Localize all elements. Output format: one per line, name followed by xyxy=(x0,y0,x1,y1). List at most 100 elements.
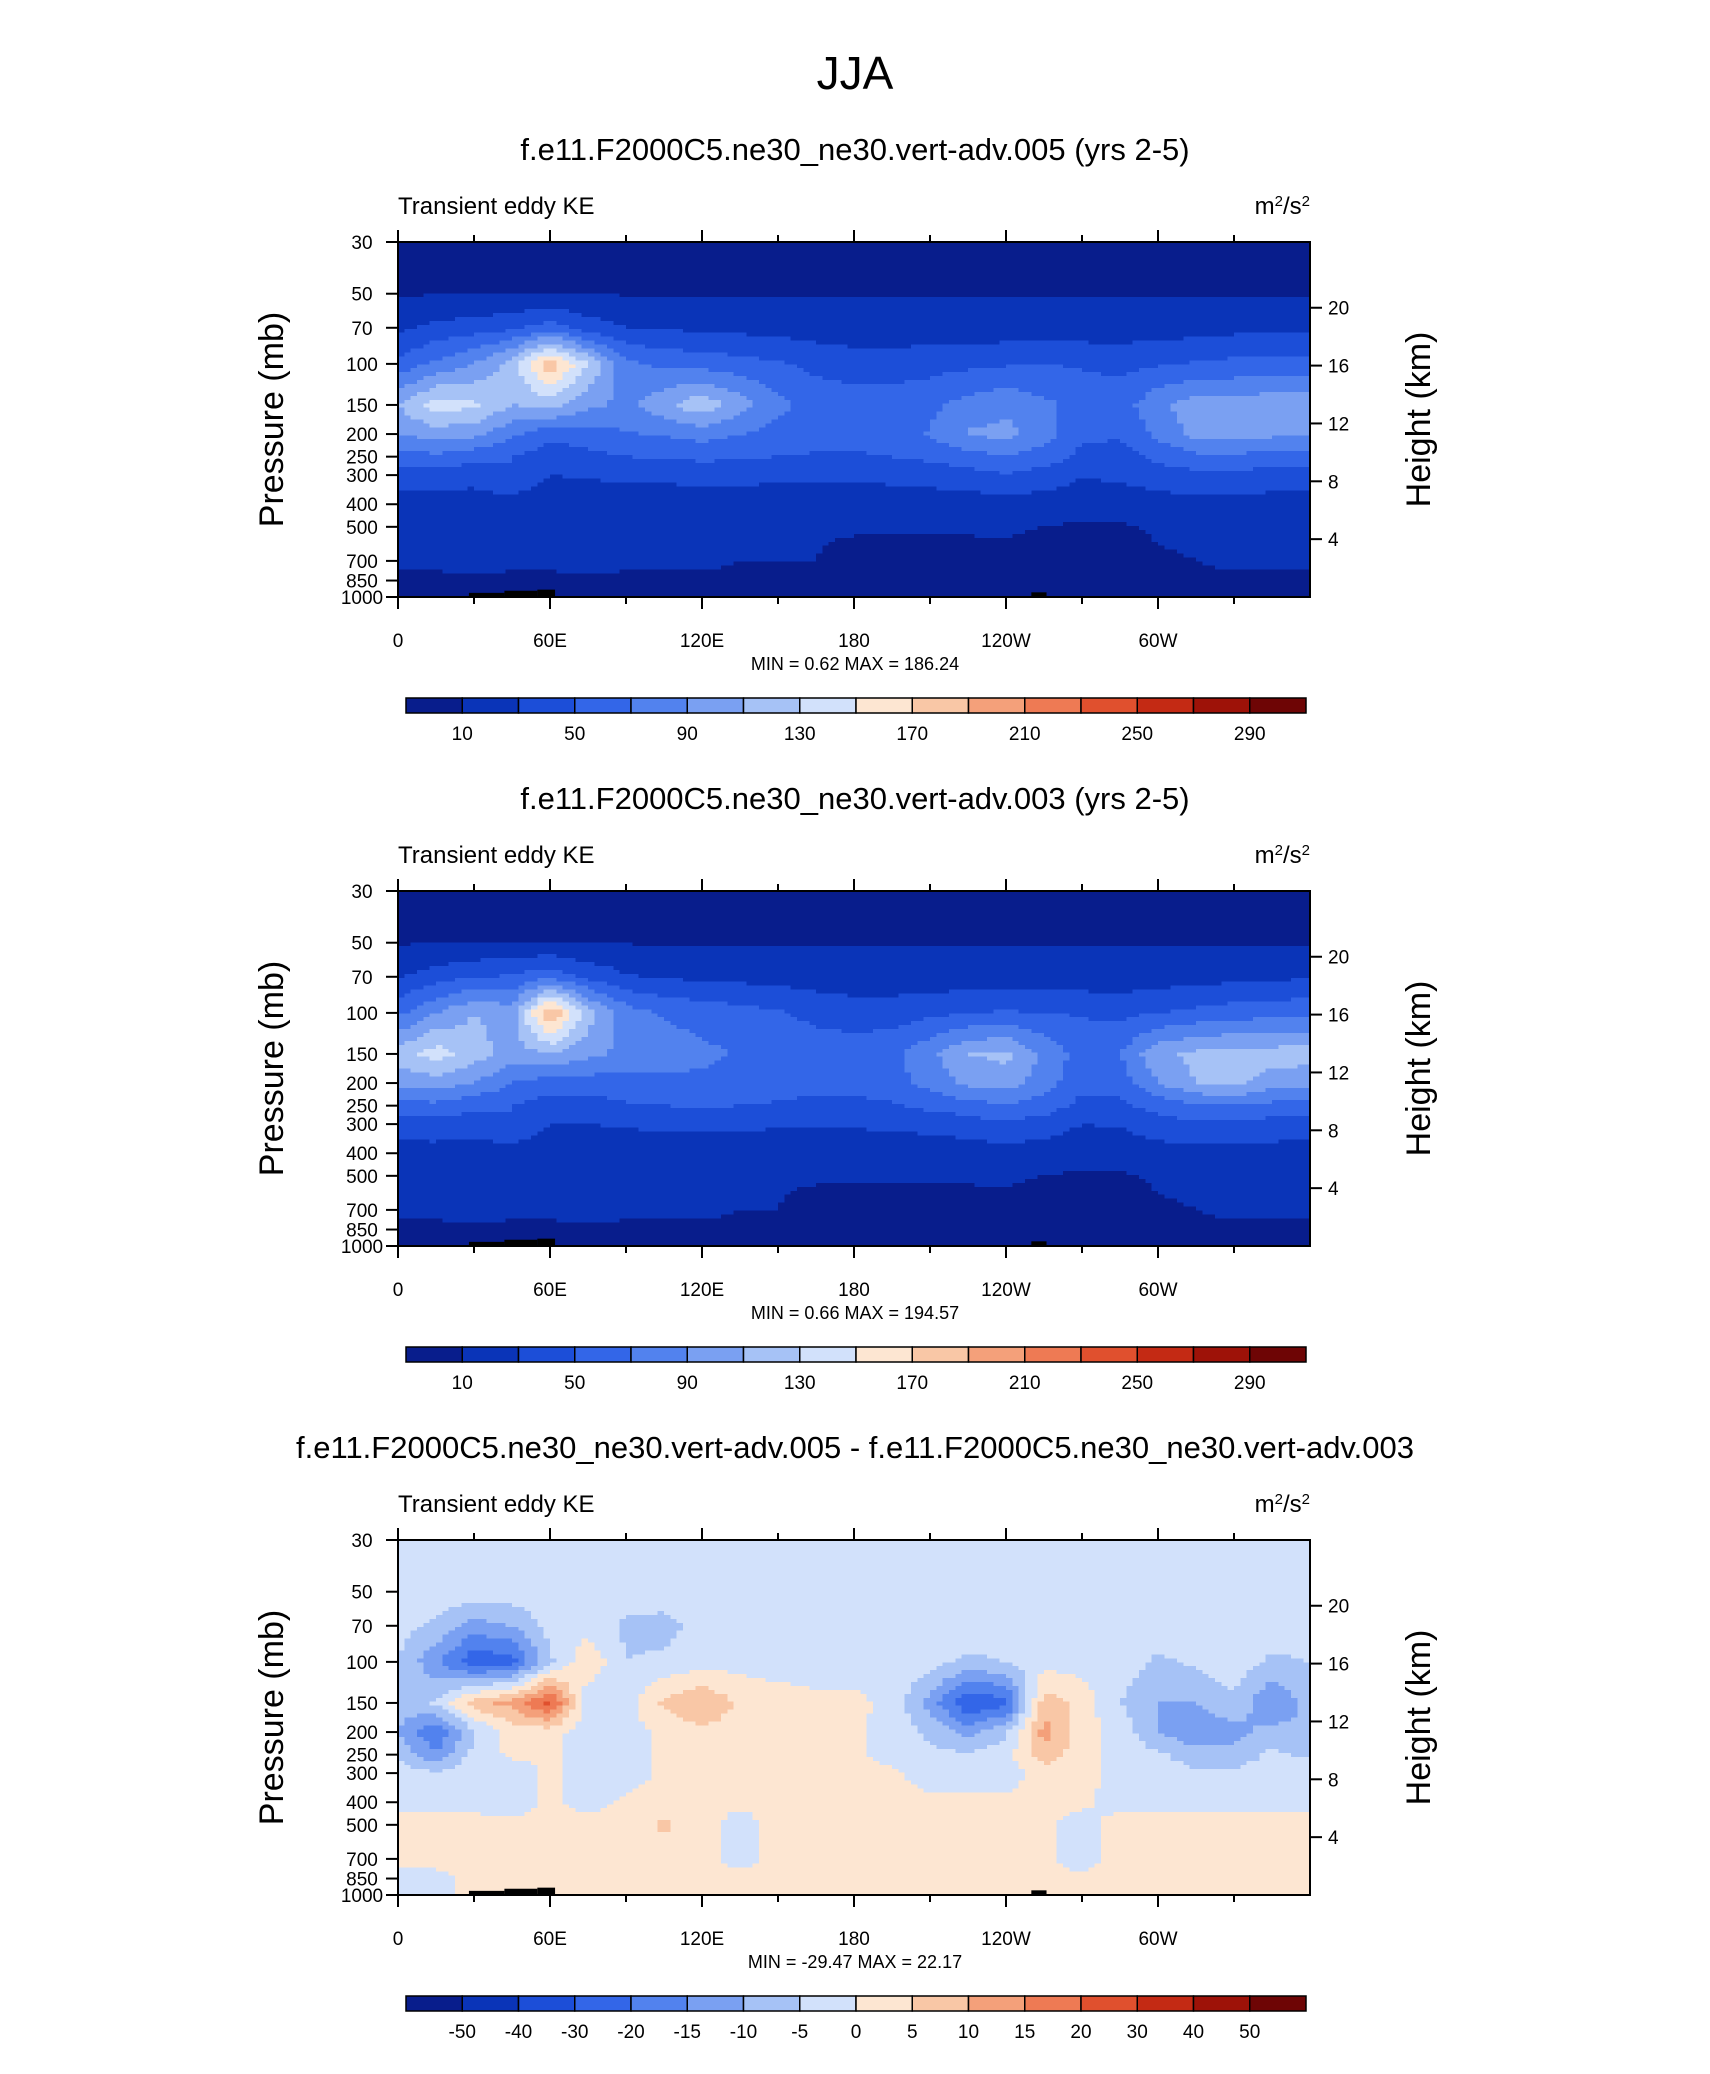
contour-cell xyxy=(544,246,551,251)
contour-cell xyxy=(404,254,411,259)
contour-cell xyxy=(512,258,519,263)
contour-cell xyxy=(1114,254,1121,259)
contour-cell xyxy=(968,250,975,255)
contour-cell xyxy=(803,246,810,251)
contour-cell xyxy=(835,258,842,263)
contour-cell xyxy=(487,246,494,251)
contour-cell xyxy=(936,246,943,251)
contour-cell xyxy=(537,250,544,255)
contour-cell xyxy=(943,258,950,263)
contour-cell xyxy=(518,246,525,251)
contour-cell xyxy=(715,246,722,251)
contour-cell xyxy=(835,246,842,251)
contour-cell xyxy=(544,258,551,263)
contour-cell xyxy=(588,262,595,267)
contour-cell xyxy=(1038,262,1045,267)
contour-cell xyxy=(1240,246,1247,251)
contour-cell xyxy=(854,258,861,263)
contour-cell xyxy=(746,258,753,263)
contour-cell xyxy=(1152,254,1159,259)
contour-cell xyxy=(1120,258,1127,263)
contour-cell xyxy=(677,266,684,271)
contour-cell xyxy=(911,254,918,259)
contour-cell xyxy=(430,246,437,251)
contour-cell xyxy=(816,254,823,259)
contour-cell xyxy=(1259,262,1266,267)
contour-cell xyxy=(1152,246,1159,251)
contour-cell xyxy=(829,262,836,267)
contour-cell xyxy=(689,250,696,255)
contour-cell xyxy=(607,254,614,259)
contour-cell xyxy=(531,250,538,255)
contour-cell xyxy=(860,250,867,255)
figure-canvas: 3050701001502002503004005007008501000481… xyxy=(0,0,1710,2074)
contour-cell xyxy=(867,246,874,251)
contour-cell xyxy=(1291,246,1298,251)
contour-cell xyxy=(620,246,627,251)
contour-cell xyxy=(962,258,969,263)
contour-cell xyxy=(455,266,462,271)
contour-cell xyxy=(474,266,481,271)
contour-cell xyxy=(626,250,633,255)
contour-cell xyxy=(411,258,418,263)
contour-cell xyxy=(1278,258,1285,263)
contour-cell xyxy=(936,262,943,267)
contour-cell xyxy=(949,258,956,263)
contour-cell xyxy=(810,258,817,263)
contour-cell xyxy=(1139,254,1146,259)
contour-cell xyxy=(784,254,791,259)
contour-cell xyxy=(708,246,715,251)
contour-cell xyxy=(1278,262,1285,267)
contour-cell xyxy=(1247,254,1254,259)
contour-cell xyxy=(848,258,855,263)
contour-cell xyxy=(727,254,734,259)
contour-cell xyxy=(854,254,861,259)
contour-cell xyxy=(632,246,639,251)
contour-cell xyxy=(683,266,690,271)
contour-cell xyxy=(949,262,956,267)
contour-cell xyxy=(632,266,639,271)
contour-cell xyxy=(607,246,614,251)
contour-cell xyxy=(1044,250,1051,255)
contour-cell xyxy=(1183,258,1190,263)
contour-cell xyxy=(664,266,671,271)
contour-cell xyxy=(677,246,684,251)
contour-cell xyxy=(474,246,481,251)
contour-cell xyxy=(1253,246,1260,251)
contour-cell xyxy=(1297,254,1304,259)
contour-cell xyxy=(639,254,646,259)
contour-cell xyxy=(746,250,753,255)
contour-cell xyxy=(816,262,823,267)
contour-cell xyxy=(683,262,690,267)
contour-cell xyxy=(1221,254,1228,259)
contour-cell xyxy=(1114,246,1121,251)
contour-cell xyxy=(1050,262,1057,267)
contour-cell xyxy=(879,254,886,259)
contour-cell xyxy=(943,250,950,255)
contour-cell xyxy=(518,250,525,255)
contour-cell xyxy=(658,258,665,263)
contour-cell xyxy=(721,262,728,267)
contour-cell xyxy=(841,250,848,255)
contour-cell xyxy=(563,254,570,259)
contour-cell xyxy=(556,266,563,271)
contour-cell xyxy=(1215,246,1222,251)
contour-cell xyxy=(430,262,437,267)
contour-cell xyxy=(1228,258,1235,263)
contour-cell xyxy=(569,262,576,267)
contour-cell xyxy=(1247,262,1254,267)
contour-cell xyxy=(689,262,696,267)
contour-cell xyxy=(525,246,532,251)
contour-cell xyxy=(594,250,601,255)
contour-cell xyxy=(867,262,874,267)
contour-cell xyxy=(1095,258,1102,263)
contour-cell xyxy=(715,266,722,271)
contour-cell xyxy=(873,262,880,267)
contour-cell xyxy=(1019,246,1026,251)
contour-cell xyxy=(930,254,937,259)
contour-cell xyxy=(493,254,500,259)
contour-cell xyxy=(411,266,418,271)
contour-cell xyxy=(1266,246,1273,251)
contour-cell xyxy=(1278,254,1285,259)
contour-cell xyxy=(905,262,912,267)
